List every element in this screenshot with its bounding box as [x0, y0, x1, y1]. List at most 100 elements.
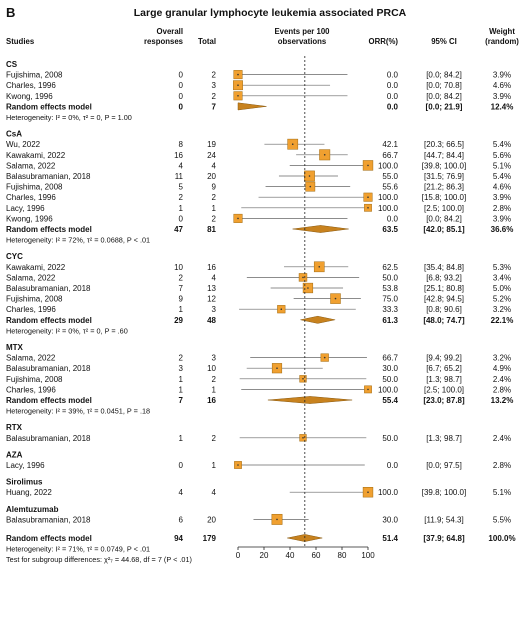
- summary-ci: [42.0; 85.1]: [423, 225, 465, 234]
- orr-value: 100.0: [378, 193, 399, 202]
- weight-value: 3.9%: [493, 214, 511, 223]
- total-value: 3: [212, 81, 217, 90]
- study-label: Salama, 2022: [6, 273, 56, 282]
- weight-value: 5.6%: [493, 151, 511, 160]
- ci-value: [39.8; 100.0]: [422, 161, 466, 170]
- total-value: 3: [212, 305, 217, 314]
- weight-value: 5.2%: [493, 295, 511, 304]
- study-label: Fujishima, 2008: [6, 183, 63, 192]
- total-value: 9: [212, 183, 217, 192]
- orr-value: 0.0: [387, 81, 399, 90]
- summary-orr: 55.4: [382, 396, 398, 405]
- summary-ci: [37.9; 64.8]: [423, 534, 465, 543]
- summary-total: 16: [207, 396, 216, 405]
- total-value: 2: [212, 434, 217, 443]
- study-label: Balasubramanian, 2018: [6, 364, 91, 373]
- responses-value: 1: [179, 434, 184, 443]
- x-tick-label: 20: [260, 551, 269, 560]
- weight-value: 2.4%: [493, 434, 511, 443]
- study-label: Balasubramanian, 2018: [6, 172, 91, 181]
- total-value: 19: [207, 140, 216, 149]
- weight-value: 2.8%: [493, 461, 511, 470]
- study-label: Salama, 2022: [6, 354, 56, 363]
- x-tick-label: 60: [312, 551, 321, 560]
- orr-value: 0.0: [387, 92, 399, 101]
- point-estimate: [280, 308, 283, 311]
- summary-responses: 29: [174, 316, 183, 325]
- heterogeneity-text: Heterogeneity: I² = 39%, τ² = 0.0451, P …: [6, 407, 150, 416]
- total-value: 2: [212, 193, 217, 202]
- ci-value: [39.8; 100.0]: [422, 488, 466, 497]
- point-estimate: [237, 84, 239, 86]
- weight-value: 4.6%: [493, 183, 511, 192]
- responses-value: 1: [179, 375, 184, 384]
- point-estimate: [237, 73, 239, 76]
- summary-orr: 0.0: [387, 102, 399, 111]
- subgroup-label: CsA: [6, 130, 22, 139]
- subgroup-label: MTX: [6, 343, 24, 352]
- summary-orr: 61.3: [382, 316, 398, 325]
- total-value: 13: [207, 284, 216, 293]
- weight-value: 5.5%: [493, 515, 511, 524]
- study-label: Huang, 2022: [6, 488, 52, 497]
- header-weight: Weight: [489, 27, 515, 36]
- ci-value: [9.4; 99.2]: [426, 354, 462, 363]
- overall-heterogeneity: Heterogeneity: I² = 71%, τ² = 0.0749, P …: [6, 545, 150, 554]
- ci-value: [0.0; 70.8]: [426, 81, 462, 90]
- summary-responses: 94: [174, 534, 183, 543]
- study-label: Lacy, 1996: [6, 204, 45, 213]
- study-label: Salama, 2022: [6, 161, 56, 170]
- subgroup-label: AZA: [6, 450, 23, 459]
- total-value: 1: [212, 204, 217, 213]
- ci-value: [0.0; 84.2]: [426, 92, 462, 101]
- weight-value: 3.4%: [493, 273, 511, 282]
- study-label: Kwong, 1996: [6, 92, 53, 101]
- study-label: Kwong, 1996: [6, 214, 53, 223]
- summary-total: 81: [207, 225, 216, 234]
- point-estimate: [334, 297, 337, 300]
- ci-value: [1.3; 98.7]: [426, 375, 462, 384]
- orr-value: 42.1: [382, 140, 398, 149]
- total-value: 4: [212, 161, 217, 170]
- header-observations: observations: [278, 37, 327, 46]
- header-total: Total: [198, 37, 216, 46]
- header-studies: Studies: [6, 37, 35, 46]
- weight-value: 5.4%: [493, 140, 511, 149]
- orr-value: 62.5: [382, 263, 398, 272]
- study-label: Lacy, 1996: [6, 461, 45, 470]
- point-estimate: [276, 518, 278, 521]
- summary-orr: 51.4: [382, 534, 398, 543]
- point-estimate: [367, 388, 369, 391]
- weight-value: 3.2%: [493, 305, 511, 314]
- summary-weight: 100.0%: [488, 534, 515, 543]
- weight-value: 3.9%: [493, 92, 511, 101]
- point-estimate: [302, 276, 304, 279]
- weight-value: 4.6%: [493, 81, 511, 90]
- summary-responses: 47: [174, 225, 183, 234]
- responses-value: 10: [174, 263, 183, 272]
- weight-value: 2.8%: [493, 204, 511, 213]
- point-estimate: [367, 196, 369, 198]
- weight-value: 5.4%: [493, 172, 511, 181]
- ci-value: [21.2; 86.3]: [424, 183, 464, 192]
- ci-value: [2.5; 100.0]: [424, 385, 464, 394]
- ci-value: [6.8; 93.2]: [426, 273, 462, 282]
- total-value: 2: [212, 375, 217, 384]
- ci-value: [0.8; 90.6]: [426, 305, 462, 314]
- responses-value: 6: [179, 515, 184, 524]
- summary-weight: 22.1%: [491, 316, 514, 325]
- total-value: 10: [207, 364, 216, 373]
- orr-value: 0.0: [387, 214, 399, 223]
- header-events: Events per 100: [274, 27, 330, 36]
- study-label: Charles, 1996: [6, 385, 56, 394]
- total-value: 24: [207, 151, 216, 160]
- ci-value: [20.3; 66.5]: [424, 140, 464, 149]
- point-estimate: [323, 154, 326, 156]
- responses-value: 4: [179, 488, 184, 497]
- orr-value: 50.0: [382, 375, 398, 384]
- orr-value: 100.0: [378, 161, 399, 170]
- total-value: 1: [212, 385, 217, 394]
- responses-value: 5: [179, 183, 184, 192]
- study-label: Kawakami, 2022: [6, 263, 66, 272]
